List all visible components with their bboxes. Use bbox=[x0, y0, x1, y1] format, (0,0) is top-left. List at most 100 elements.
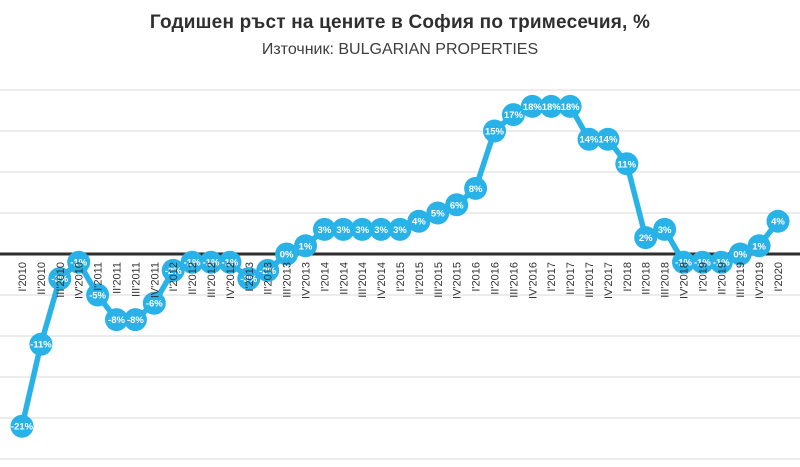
x-axis-label: III'2018 bbox=[660, 262, 672, 298]
data-point-label: -3% bbox=[51, 274, 68, 285]
x-axis-label: IV'2011 bbox=[149, 262, 161, 298]
data-point-marker bbox=[29, 332, 53, 356]
data-point-label: -8% bbox=[127, 315, 144, 326]
x-axis-label: IV'2018 bbox=[679, 262, 691, 299]
data-point-marker bbox=[426, 201, 450, 225]
data-point-marker bbox=[142, 291, 166, 315]
x-axis-label: IV'2010 bbox=[74, 262, 86, 299]
data-point-label: 17% bbox=[504, 110, 524, 121]
data-point-marker bbox=[596, 127, 620, 151]
data-point-label: -8% bbox=[108, 315, 125, 326]
data-point-label: -1% bbox=[203, 258, 220, 269]
data-point-label: 4% bbox=[412, 217, 426, 228]
data-point-label: -1% bbox=[221, 258, 238, 269]
chart-header: Годишен ръст на цените в София по тримес… bbox=[0, 0, 800, 74]
data-point-marker bbox=[501, 103, 525, 127]
data-point-label: -1% bbox=[675, 258, 692, 269]
data-point-label: 4% bbox=[771, 217, 785, 228]
x-axis-label: III'2012 bbox=[206, 262, 218, 298]
x-axis-label: I'2013 bbox=[244, 262, 256, 292]
data-point-label: -2% bbox=[259, 266, 276, 277]
data-point-label: -2% bbox=[165, 266, 182, 277]
chart-title: Годишен ръст на цените в София по тримес… bbox=[149, 12, 651, 33]
x-axis-label: III'2017 bbox=[584, 262, 596, 298]
data-point-marker bbox=[294, 234, 317, 258]
data-point-label: 14% bbox=[579, 135, 599, 146]
x-axis-label: I'2014 bbox=[319, 262, 331, 292]
data-point-marker bbox=[86, 283, 110, 307]
data-point-marker bbox=[67, 250, 91, 274]
x-axis-label: II'2010 bbox=[36, 262, 48, 295]
data-point-label: 6% bbox=[450, 200, 464, 211]
data-point-label: -3% bbox=[240, 274, 257, 285]
x-axis-label: II'2016 bbox=[490, 262, 502, 295]
data-point-marker bbox=[690, 250, 714, 274]
data-point-label: 3% bbox=[355, 225, 369, 236]
data-point-marker bbox=[634, 226, 658, 250]
data-point-label: 2% bbox=[639, 233, 653, 244]
data-point-label: -1% bbox=[694, 258, 711, 269]
data-point-label: -5% bbox=[89, 291, 106, 302]
data-point-marker bbox=[123, 308, 147, 332]
x-axis-label: II'2013 bbox=[263, 262, 275, 295]
x-axis-label: III'2015 bbox=[433, 262, 445, 298]
data-point-label: 11% bbox=[618, 159, 637, 170]
data-point-marker bbox=[256, 258, 280, 282]
x-axis-label: III'2019 bbox=[735, 262, 747, 298]
data-point-label: 18% bbox=[523, 102, 543, 113]
x-axis-label: IV'2013 bbox=[301, 262, 313, 299]
data-point-label: -11% bbox=[30, 340, 52, 351]
x-axis-label: III'2016 bbox=[508, 262, 520, 298]
data-point-label: 3% bbox=[318, 225, 332, 236]
data-point-label: 18% bbox=[561, 102, 581, 113]
data-point-marker bbox=[747, 234, 771, 258]
data-point-label: -1% bbox=[184, 258, 201, 269]
x-axis-label: III'2011 bbox=[130, 262, 142, 297]
data-point-label: 1% bbox=[299, 241, 313, 252]
data-point-marker bbox=[653, 217, 677, 241]
x-axis-label: III'2010 bbox=[55, 262, 67, 298]
data-point-label: -1% bbox=[70, 258, 87, 269]
data-point-label: 0% bbox=[733, 250, 747, 261]
data-point-label: 8% bbox=[469, 184, 483, 195]
x-axis-label: II'2018 bbox=[641, 262, 653, 295]
data-point-label: 5% bbox=[431, 209, 445, 220]
data-point-label: -6% bbox=[146, 299, 163, 310]
data-point-marker bbox=[766, 209, 790, 233]
x-axis-label: IV'2016 bbox=[527, 262, 539, 299]
x-axis-label: IV'2012 bbox=[225, 262, 237, 299]
data-point-marker bbox=[728, 242, 752, 266]
data-point-label: 1% bbox=[752, 241, 766, 252]
data-point-marker bbox=[350, 217, 374, 241]
data-point-marker bbox=[445, 193, 469, 217]
data-point-marker bbox=[539, 94, 563, 118]
data-point-label: 0% bbox=[280, 250, 294, 261]
data-point-marker bbox=[672, 250, 695, 274]
data-point-marker bbox=[407, 209, 431, 233]
x-axis-label: IV'2017 bbox=[603, 262, 615, 299]
data-point-marker bbox=[312, 217, 336, 241]
chart-subtitle: Източник: BULGARIAN PROPERTIES bbox=[261, 41, 539, 58]
x-axis-label: II'2017 bbox=[565, 262, 577, 295]
data-point-marker bbox=[10, 414, 34, 438]
data-point-marker bbox=[199, 250, 223, 274]
data-point-label: 3% bbox=[374, 225, 388, 236]
data-point-label: 3% bbox=[393, 225, 407, 236]
data-point-marker bbox=[388, 217, 412, 241]
data-point-label: 18% bbox=[542, 102, 562, 113]
price-growth-line-chart: -21%-11%-3%-1%-5%-8% -8%-6%-2%-1% -1% -1%-3… bbox=[0, 89, 800, 460]
data-point-marker bbox=[218, 250, 242, 274]
data-point-marker bbox=[161, 258, 185, 282]
data-point-label: 3% bbox=[336, 225, 350, 236]
x-axis-label: I'2015 bbox=[395, 262, 407, 292]
x-axis-label: II'2015 bbox=[414, 262, 426, 295]
x-axis-label: III'2013 bbox=[282, 262, 294, 298]
x-axis-label: I'2018 bbox=[622, 262, 634, 292]
x-axis-label: II'2011 bbox=[112, 262, 124, 294]
data-point-marker bbox=[483, 119, 506, 143]
data-point-marker bbox=[520, 94, 544, 118]
x-axis-label: II'2014 bbox=[338, 262, 350, 295]
x-axis-label: II'2019 bbox=[716, 262, 728, 295]
data-point-marker bbox=[464, 176, 488, 200]
